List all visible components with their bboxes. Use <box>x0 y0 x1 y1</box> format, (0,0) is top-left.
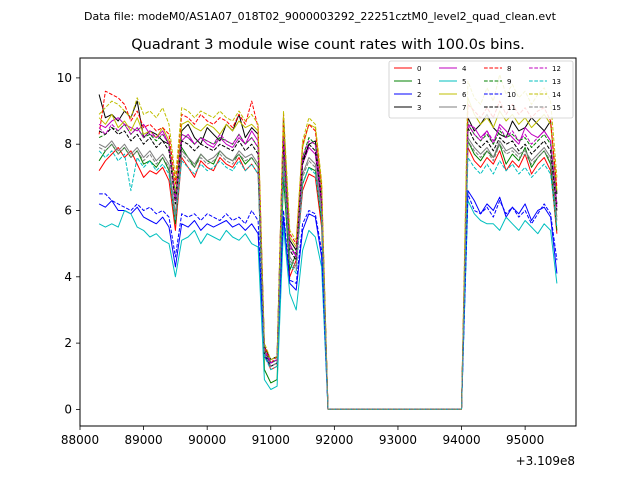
y-tick-label: 0 <box>64 402 72 416</box>
legend-label-9: 9 <box>507 78 511 86</box>
series-line-5 <box>98 200 558 410</box>
legend-label-7: 7 <box>462 104 466 112</box>
x-tick-label: 90000 <box>188 433 226 447</box>
series-line-15 <box>98 140 558 410</box>
legend-label-4: 4 <box>462 65 467 73</box>
legend-box <box>388 60 574 119</box>
legend-label-3: 3 <box>417 104 421 112</box>
x-tick-label: 88000 <box>61 433 99 447</box>
legend-label-13: 13 <box>552 78 561 86</box>
chart-title: Quadrant 3 module wise count rates with … <box>131 37 525 53</box>
x-tick-label: 95000 <box>506 433 544 447</box>
legend-label-8: 8 <box>507 65 511 73</box>
legend-label-2: 2 <box>417 91 421 99</box>
legend-label-0: 0 <box>417 65 421 73</box>
y-axis-ticks: 0 2 4 6 8 10 <box>57 71 80 416</box>
legend-label-1: 1 <box>417 78 421 86</box>
y-tick-label: 2 <box>64 336 72 350</box>
legend-label-12: 12 <box>552 65 561 73</box>
series-layer <box>98 74 558 410</box>
figure-suptitle: Data file: modeM0/AS1A07_018T02_90000032… <box>84 10 557 23</box>
x-axis-ticks: 88000 89000 90000 91000 92000 93000 94000 95000 <box>61 426 544 447</box>
x-tick-label: 92000 <box>315 433 353 447</box>
x-tick-label: 93000 <box>379 433 417 447</box>
x-axis-offset-label: +3.109e8 <box>516 454 575 468</box>
plot-frame <box>79 57 577 427</box>
x-tick-label: 89000 <box>124 433 162 447</box>
x-tick-label: 94000 <box>442 433 480 447</box>
legend-label-5: 5 <box>462 78 466 86</box>
legend-label-11: 11 <box>507 104 516 112</box>
legend-label-10: 10 <box>507 91 516 99</box>
legend-label-6: 6 <box>462 91 467 99</box>
series-line-13 <box>98 150 558 410</box>
y-tick-label: 4 <box>64 270 72 284</box>
y-tick-label: 10 <box>57 71 72 85</box>
x-tick-label: 91000 <box>252 433 290 447</box>
y-tick-label: 6 <box>64 204 72 218</box>
y-tick-label: 8 <box>64 137 72 151</box>
legend-label-14: 14 <box>552 91 561 99</box>
plot-area <box>80 58 576 426</box>
legend-label-15: 15 <box>552 104 561 112</box>
